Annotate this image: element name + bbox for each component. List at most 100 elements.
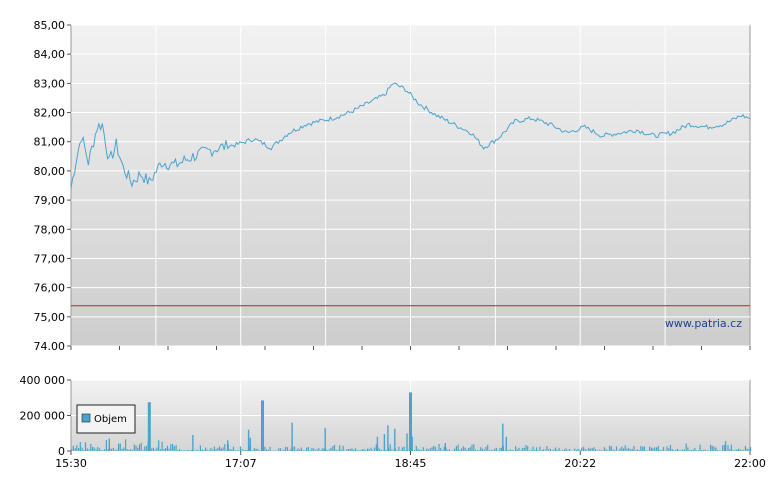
volume-bar: [706, 450, 708, 451]
x-tick-label: 17:07: [225, 457, 257, 470]
volume-bar: [476, 450, 478, 451]
volume-bar: [161, 441, 163, 451]
volume-bar: [269, 446, 271, 451]
volume-bar: [290, 449, 292, 451]
volume-bar: [586, 449, 588, 451]
volume-bar: [163, 449, 165, 451]
volume-bar: [579, 449, 581, 451]
volume-bar: [238, 450, 240, 451]
volume-bar: [659, 449, 661, 451]
volume-bar: [415, 445, 417, 451]
volume-bar: [528, 450, 531, 451]
volume-bar: [177, 450, 179, 451]
volume-bar: [400, 450, 402, 451]
volume-bar: [138, 444, 141, 451]
volume-bar: [603, 447, 605, 451]
volume-bar: [386, 450, 388, 451]
volume-bar: [313, 448, 315, 451]
volume-bar: [690, 450, 692, 451]
volume-spike: [324, 427, 326, 451]
volume-bar: [123, 447, 125, 451]
volume-bar: [628, 447, 630, 451]
volume-spike: [247, 429, 250, 451]
volume-bar: [405, 450, 407, 451]
volume-bar: [107, 448, 109, 451]
volume-bar: [535, 447, 538, 451]
volume-bar: [635, 450, 637, 451]
volume-bar: [541, 450, 543, 451]
volume-bar: [71, 449, 73, 451]
volume-bar: [485, 446, 487, 451]
volume-bar: [205, 447, 207, 451]
volume-bar: [657, 445, 659, 451]
volume-bar: [676, 448, 679, 451]
volume-bar: [703, 450, 705, 451]
volume-bar: [638, 449, 640, 451]
volume-bar: [649, 446, 651, 451]
volume-bar: [440, 447, 442, 451]
volume-bar: [158, 440, 160, 451]
volume-spike: [505, 436, 507, 451]
volume-bar: [196, 449, 198, 451]
price-y-axis: 85,00 84,00 83,00 82,00 81,00 80,00 79,00 78,00…: [34, 19, 71, 353]
volume-bar: [203, 450, 205, 451]
volume-bar: [379, 448, 381, 451]
volume-bar: [323, 448, 325, 451]
volume-bar: [574, 448, 576, 451]
volume-bar: [172, 443, 174, 451]
volume-bar: [72, 445, 74, 451]
volume-bar: [271, 450, 273, 451]
volume-bar: [563, 449, 565, 451]
volume-bar: [682, 449, 684, 451]
volume-bar: [678, 450, 680, 451]
volume-bar: [609, 445, 611, 451]
volume-bar: [567, 450, 569, 451]
volume-bar: [314, 450, 316, 451]
volume-bar: [438, 444, 440, 451]
volume-bar: [600, 450, 602, 451]
volume-bar: [697, 450, 699, 451]
volume-bar: [306, 447, 308, 451]
volume-bar: [687, 447, 689, 451]
volume-bar: [144, 446, 146, 451]
volume-bar: [288, 450, 290, 451]
volume-bar: [241, 449, 243, 451]
volume-bar: [494, 448, 496, 451]
volume-bar: [464, 447, 466, 451]
volume-bar: [473, 444, 475, 451]
volume-bar: [351, 448, 353, 451]
x-axis: 15:30 17:07 18:45 20:22 22:00: [55, 451, 766, 470]
volume-bar: [246, 450, 248, 451]
volume-bar: [516, 449, 518, 451]
volume-bar: [320, 450, 322, 451]
volume-bar: [194, 450, 196, 451]
volume-bar: [125, 439, 127, 451]
volume-bar: [692, 449, 694, 451]
volume-bar: [361, 449, 363, 451]
volume-bar: [652, 448, 654, 451]
volume-bar: [504, 450, 506, 451]
volume-bar: [715, 447, 717, 451]
volume-bar: [382, 450, 384, 451]
volume-bar: [521, 447, 524, 451]
volume-bar: [546, 446, 548, 451]
volume-bar: [626, 448, 628, 451]
volume-bar: [602, 450, 604, 451]
volume-bar: [694, 448, 696, 451]
volume-bar: [91, 446, 94, 451]
volume-bar: [654, 447, 656, 451]
volume-bar: [572, 450, 574, 451]
volume-bar: [398, 446, 400, 451]
volume-bar: [267, 449, 269, 451]
volume-bar: [669, 445, 672, 451]
volume-bar: [222, 447, 224, 451]
volume-tick-label: 0: [58, 445, 65, 458]
volume-bar: [610, 446, 612, 451]
volume-bar: [231, 449, 233, 451]
volume-bar: [568, 449, 571, 451]
volume-bar: [711, 445, 713, 451]
volume-bar: [191, 450, 193, 451]
volume-bar: [459, 449, 461, 451]
volume-bar: [297, 448, 299, 451]
